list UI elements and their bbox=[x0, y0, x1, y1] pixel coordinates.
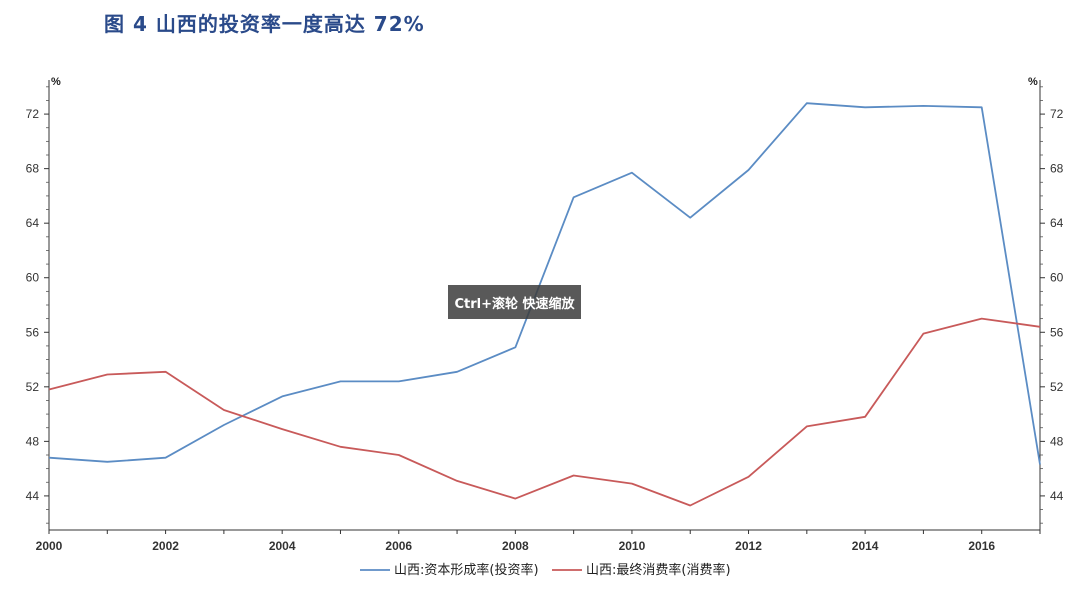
zoom-hint-tooltip: Ctrl+滚轮 快速缩放 bbox=[448, 285, 581, 319]
series-lines bbox=[48, 102, 1041, 507]
y-tick-label-left: 72 bbox=[26, 107, 40, 121]
y-tick-label-right: 52 bbox=[1050, 380, 1064, 394]
y-tick-label-right: 44 bbox=[1050, 489, 1064, 503]
y-tick-label-left: 56 bbox=[26, 325, 40, 339]
x-tick-label: 2010 bbox=[619, 539, 646, 553]
x-tick-label: 2006 bbox=[385, 539, 412, 553]
x-tick-label: 2014 bbox=[852, 539, 879, 553]
series-line-2 bbox=[48, 317, 1041, 507]
y-tick-label-left: 44 bbox=[26, 489, 40, 503]
y-tick-label-left: 48 bbox=[26, 434, 40, 448]
x-tick-label: 2016 bbox=[968, 539, 995, 553]
legend-label-1: 山西:资本形成率(投资率) bbox=[394, 562, 539, 578]
y-tick-label-right: 48 bbox=[1050, 434, 1064, 448]
y-tick-label-left: 60 bbox=[26, 271, 40, 285]
y-tick-label-left: 64 bbox=[26, 216, 40, 230]
legend-label-2: 山西:最终消费率(消费率) bbox=[586, 562, 731, 578]
x-tick-label: 2012 bbox=[735, 539, 762, 553]
x-tick-label: 2004 bbox=[269, 539, 296, 553]
figure-title: 图 4 山西的投资率一度高达 72% bbox=[104, 12, 425, 36]
y-tick-label-right: 64 bbox=[1050, 216, 1064, 230]
y-tick-label-right: 72 bbox=[1050, 107, 1064, 121]
y-tick-label-left: 68 bbox=[26, 162, 40, 176]
y-axis-right-unit: % bbox=[1028, 76, 1038, 88]
series-line-1 bbox=[48, 102, 1041, 465]
legend: 山西:资本形成率(投资率) 山西:最终消费率(消费率) bbox=[360, 562, 731, 578]
y-axis-left-unit: % bbox=[51, 76, 61, 88]
axes: % % 44 44 48 48 52 52 56 56 60 60 64 64 68 68 72 72 2000 20… bbox=[26, 76, 1064, 553]
x-tick-label: 2002 bbox=[152, 539, 179, 553]
y-tick-label-right: 56 bbox=[1050, 325, 1064, 339]
x-tick-label: 2008 bbox=[502, 539, 529, 553]
y-tick-label-right: 68 bbox=[1050, 162, 1064, 176]
y-tick-label-left: 52 bbox=[26, 380, 40, 394]
y-tick-label-right: 60 bbox=[1050, 271, 1064, 285]
x-tick-label: 2000 bbox=[36, 539, 63, 553]
